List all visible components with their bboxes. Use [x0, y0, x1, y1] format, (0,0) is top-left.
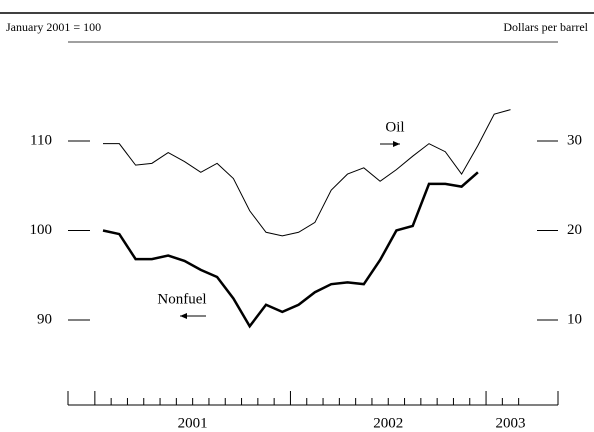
x-tick-label: 2003: [496, 415, 526, 431]
y-tick-label: 100: [30, 222, 53, 238]
x-tick-label: 2001: [178, 415, 208, 431]
right-axis-label: Dollars per barrel: [503, 20, 588, 34]
y2-tick-label: 20: [567, 222, 582, 238]
y2-tick-label: 10: [567, 311, 582, 327]
left-axis-label: January 2001 = 100: [6, 20, 101, 34]
nonfuel-arrow: [180, 313, 206, 319]
oil-arrow: [380, 141, 400, 147]
y-tick-label: 90: [37, 311, 52, 327]
series-line: [102, 171, 479, 329]
y-tick-label: 110: [30, 132, 52, 148]
y2-tick-label: 30: [567, 132, 582, 148]
oil-label: Oil: [385, 119, 404, 135]
series-line: [103, 109, 511, 237]
nonfuel-label: Nonfuel: [157, 291, 206, 307]
x-tick-label: 2002: [373, 415, 403, 431]
